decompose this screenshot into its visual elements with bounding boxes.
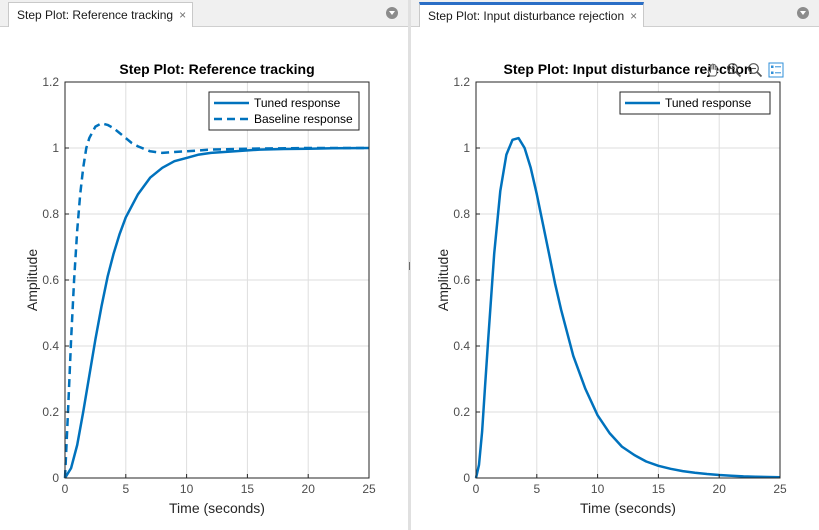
legend-entry: Baseline response xyxy=(254,112,353,126)
y-tick-label: 0.2 xyxy=(42,405,59,419)
x-tick-label: 0 xyxy=(473,482,480,496)
zoom-out-icon[interactable] xyxy=(745,60,764,79)
tab-label: Step Plot: Input disturbance rejection xyxy=(428,9,625,23)
x-tick-label: 20 xyxy=(302,482,316,496)
y-tick-label: 0.8 xyxy=(453,207,470,221)
x-tick-label: 20 xyxy=(713,482,727,496)
y-tick-label: 0 xyxy=(463,471,470,485)
chart-title: Step Plot: Input disturbance rejection xyxy=(504,61,753,77)
y-tick-label: 0 xyxy=(52,471,59,485)
y-tick-label: 1.2 xyxy=(42,75,59,89)
x-tick-label: 10 xyxy=(180,482,194,496)
plot-panel-reference-tracking: Step Plot: Reference tracking × 0 5 10 15 20… xyxy=(0,0,408,530)
zoom-in-icon[interactable] xyxy=(724,60,743,79)
x-tick-label: 25 xyxy=(362,482,376,496)
pan-hand-icon[interactable] xyxy=(703,60,722,79)
x-tick-label: 25 xyxy=(773,482,787,496)
step-plot-input-disturbance-rejection: 0 5 10 15 20 25 0 0.2 0.4 0.6 0.8 1 1.2 Step Plot: In… xyxy=(435,61,787,516)
y-axis-label: Amplitude xyxy=(24,249,40,311)
step-plot-reference-tracking: 0 5 10 15 20 25 0 0.2 0.4 0.6 0.8 1 1.2 Step Plot: Re… xyxy=(24,61,376,516)
series-line-1 xyxy=(63,122,369,479)
tab-reference-tracking[interactable]: Step Plot: Reference tracking × xyxy=(8,2,194,27)
y-tick-label: 0.8 xyxy=(42,207,59,221)
x-tick-label: 10 xyxy=(591,482,605,496)
legend-box xyxy=(619,91,771,115)
x-tick-label: 0 xyxy=(62,482,69,496)
y-tick-label: 0.4 xyxy=(453,339,470,353)
chart-title: Step Plot: Reference tracking xyxy=(119,61,314,77)
tab-menu-chevron-down-icon[interactable] xyxy=(386,7,398,19)
y-tick-label: 0.6 xyxy=(42,273,59,287)
tab-input-disturbance-rejection[interactable]: Step Plot: Input disturbance rejection × xyxy=(419,2,645,27)
y-axis-label: Amplitude xyxy=(435,249,451,311)
x-tick-label: 15 xyxy=(652,482,666,496)
plot-panel-input-disturbance: Step Plot: Input disturbance rejection ×… xyxy=(411,0,819,530)
tab-label: Step Plot: Reference tracking xyxy=(17,8,174,22)
x-axis-label: Time (seconds) xyxy=(169,500,265,516)
close-icon[interactable]: × xyxy=(179,8,187,22)
x-tick-label: 15 xyxy=(241,482,255,496)
x-axis-label: Time (seconds) xyxy=(580,500,676,516)
y-tick-label: 0.6 xyxy=(453,273,470,287)
series-line-0 xyxy=(63,146,370,479)
legend-entry: Tuned response xyxy=(254,96,341,110)
x-tick-label: 5 xyxy=(122,482,129,496)
legend-entry: Tuned response xyxy=(665,96,752,110)
series-line-0 xyxy=(474,136,781,479)
tab-strip-right: Step Plot: Input disturbance rejection × xyxy=(411,0,819,27)
y-tick-label: 1.2 xyxy=(453,75,470,89)
y-tick-label: 1 xyxy=(463,141,470,155)
tab-menu-chevron-down-icon[interactable] xyxy=(797,7,809,19)
tab-strip-left: Step Plot: Reference tracking × xyxy=(0,0,408,27)
legend-box xyxy=(208,91,360,131)
data-tips-icon[interactable] xyxy=(766,60,785,79)
axes-toolbar xyxy=(703,60,785,79)
splitter-grip xyxy=(409,262,410,270)
close-icon[interactable]: × xyxy=(630,9,638,23)
y-tick-label: 1 xyxy=(52,141,59,155)
y-tick-label: 0.4 xyxy=(42,339,59,353)
y-tick-label: 0.2 xyxy=(453,405,470,419)
x-tick-label: 5 xyxy=(533,482,540,496)
